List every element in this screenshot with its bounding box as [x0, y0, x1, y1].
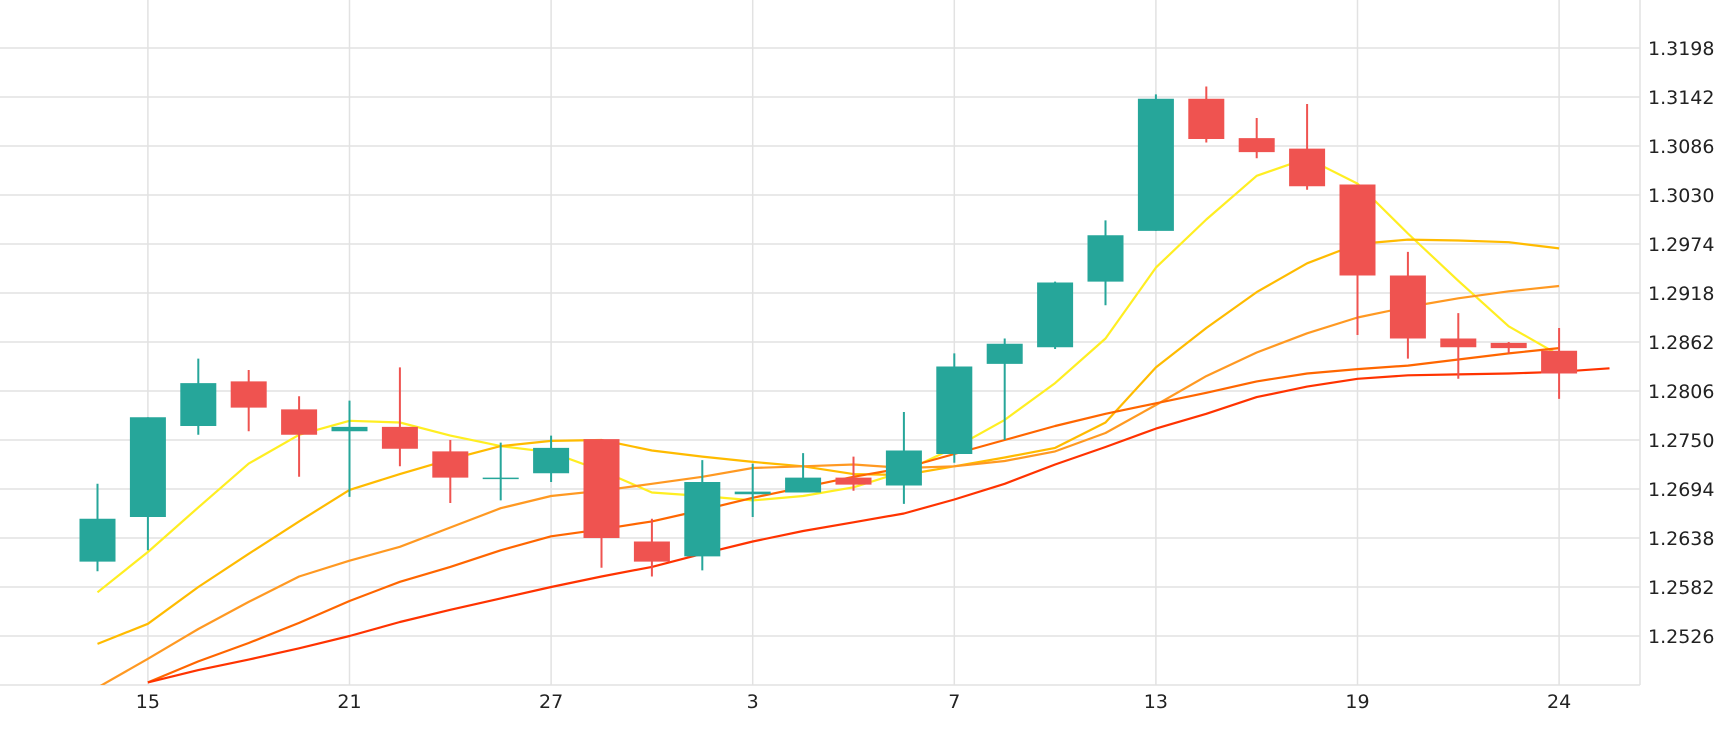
candle — [1289, 104, 1326, 190]
x-tick-label: 19 — [1345, 691, 1369, 713]
candle — [381, 367, 418, 467]
candle-body — [1389, 275, 1426, 339]
candle — [281, 396, 318, 477]
y-tick-label: 1.2526 — [1648, 626, 1714, 648]
candle-body — [1339, 184, 1376, 276]
candle-body — [533, 447, 570, 474]
x-tick-label: 27 — [539, 691, 563, 713]
candle-body — [331, 426, 368, 432]
y-tick-label: 1.2918 — [1648, 283, 1714, 305]
candle — [835, 456, 872, 491]
candle — [482, 442, 519, 501]
candle-body — [1087, 235, 1124, 282]
candle — [129, 417, 166, 551]
x-tick-label: 7 — [948, 691, 960, 713]
candle-body — [583, 439, 620, 538]
candle-body — [936, 366, 973, 454]
x-tick-label: 13 — [1144, 691, 1168, 713]
grid — [0, 0, 1641, 686]
candle-body — [482, 477, 519, 480]
y-tick-label: 1.2638 — [1648, 528, 1714, 550]
moving-average-lines — [96, 157, 1610, 685]
candle — [1389, 251, 1426, 359]
y-tick-label: 1.3030 — [1648, 185, 1714, 207]
candle-body — [1490, 342, 1527, 349]
moving-average-line-2 — [97, 238, 1560, 645]
candle — [180, 358, 217, 435]
candle — [684, 460, 721, 571]
candle — [79, 483, 116, 572]
candle-body — [633, 541, 670, 562]
candle-body — [684, 482, 721, 557]
candle — [1137, 94, 1174, 231]
candle — [1339, 184, 1376, 335]
y-tick-label: 1.3198 — [1648, 38, 1714, 60]
candle — [986, 338, 1023, 440]
candle — [583, 439, 620, 568]
x-axis: 15 21 27 3 7 13 19 24 — [136, 691, 1571, 713]
candle-body — [785, 477, 822, 493]
candle-body — [432, 451, 469, 478]
candle — [331, 400, 368, 497]
candle — [734, 463, 771, 517]
y-tick-label: 1.2974 — [1648, 234, 1714, 256]
candle-body — [1037, 282, 1074, 348]
x-tick-label: 3 — [747, 691, 759, 713]
candle — [230, 370, 267, 432]
candle-body — [381, 426, 418, 449]
y-tick-label: 1.2806 — [1648, 381, 1714, 403]
candle — [1188, 86, 1225, 143]
candle-body — [129, 417, 166, 517]
y-tick-label: 1.2862 — [1648, 332, 1714, 354]
candle — [633, 518, 670, 577]
candle-body — [1137, 98, 1174, 231]
candle-body — [734, 491, 771, 495]
candle-body — [180, 383, 217, 426]
moving-average-line-3 — [99, 284, 1560, 685]
candle-body — [885, 450, 922, 486]
candle-body — [835, 477, 872, 485]
candle-body — [986, 343, 1023, 364]
candle — [1087, 220, 1124, 306]
candle — [936, 353, 973, 463]
x-tick-label: 21 — [337, 691, 361, 713]
candle-body — [1188, 98, 1225, 139]
candle — [785, 453, 822, 493]
y-tick-label: 1.3142 — [1648, 87, 1714, 109]
y-tick-label: 1.2694 — [1648, 479, 1714, 501]
candle-body — [79, 518, 116, 562]
candle-body — [1440, 338, 1477, 348]
candle-body — [1289, 148, 1326, 187]
y-axis: 1.3198 1.3142 1.3086 1.3030 1.2974 1.2918 1.28… — [1648, 38, 1714, 648]
candle — [432, 440, 469, 503]
x-tick-label: 15 — [136, 691, 160, 713]
candles — [79, 86, 1578, 577]
candle — [1541, 328, 1578, 399]
candle — [1037, 281, 1074, 349]
candle-body — [230, 381, 267, 408]
candle — [1490, 342, 1527, 354]
y-tick-label: 1.2750 — [1648, 430, 1714, 452]
candle-body — [281, 409, 318, 435]
y-tick-label: 1.3086 — [1648, 136, 1714, 158]
candle — [533, 435, 570, 482]
candle-body — [1238, 138, 1275, 153]
candle — [1238, 118, 1275, 159]
candle-body — [1541, 350, 1578, 374]
candle — [885, 412, 922, 504]
moving-average-line-5 — [147, 367, 1610, 684]
y-tick-label: 1.2582 — [1648, 577, 1714, 599]
x-tick-label: 24 — [1547, 691, 1571, 713]
candle — [1440, 313, 1477, 379]
